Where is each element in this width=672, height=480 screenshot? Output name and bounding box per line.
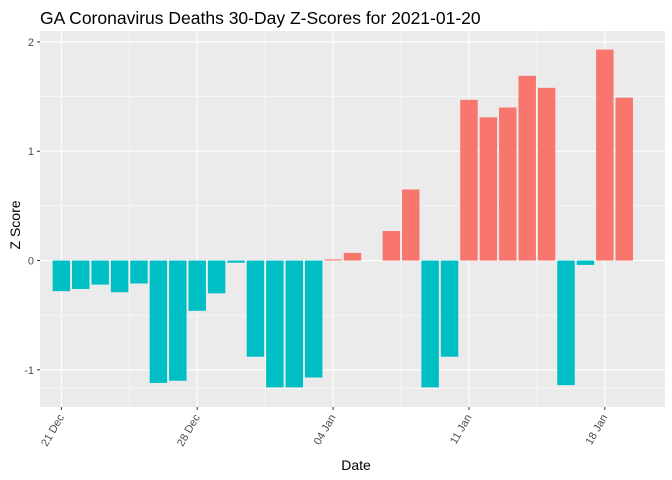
bar [460, 99, 478, 261]
x-tick-label: 21 Dec [39, 412, 67, 449]
x-axis-title: Date [341, 457, 371, 473]
bar [382, 231, 401, 261]
bar [401, 189, 420, 261]
bar [421, 260, 439, 388]
bar [440, 260, 459, 357]
bar [72, 260, 90, 289]
bar [227, 260, 245, 263]
y-tick-label: 2 [28, 37, 34, 49]
bar [343, 252, 362, 261]
bar [615, 97, 633, 261]
y-axis: -1 0 1 2 [24, 37, 40, 377]
chart-title: GA Coronavirus Deaths 30-Day Z-Scores fo… [40, 8, 481, 28]
bar [596, 49, 614, 261]
bar [110, 260, 129, 293]
bar [207, 260, 226, 294]
bar [479, 117, 498, 261]
bar [285, 260, 304, 388]
x-tick-label: 18 Jan [584, 413, 611, 448]
bar [576, 260, 595, 265]
bar [266, 260, 284, 388]
bar [52, 260, 71, 292]
bar [188, 260, 206, 311]
y-tick-label: -1 [24, 365, 34, 377]
bar [304, 260, 323, 378]
bar [557, 260, 575, 386]
bar [169, 260, 187, 381]
x-axis: 21 Dec 28 Dec 04 Jan 11 Jan 18 Jan [39, 407, 610, 449]
bar [518, 75, 536, 261]
bar [324, 259, 342, 261]
y-tick-label: 0 [28, 256, 34, 268]
bar [537, 87, 556, 261]
grid-minor [40, 31, 665, 407]
x-tick-label: 28 Dec [175, 412, 203, 449]
y-axis-title: Z Score [7, 200, 23, 249]
bar [149, 260, 168, 383]
bar [499, 107, 517, 261]
bar [130, 260, 148, 284]
y-tick-label: 1 [28, 146, 34, 158]
bar [246, 260, 265, 357]
bar [91, 260, 109, 285]
x-tick-label: 04 Jan [312, 413, 339, 448]
bars [52, 49, 633, 388]
x-tick-label: 11 Jan [448, 413, 475, 447]
